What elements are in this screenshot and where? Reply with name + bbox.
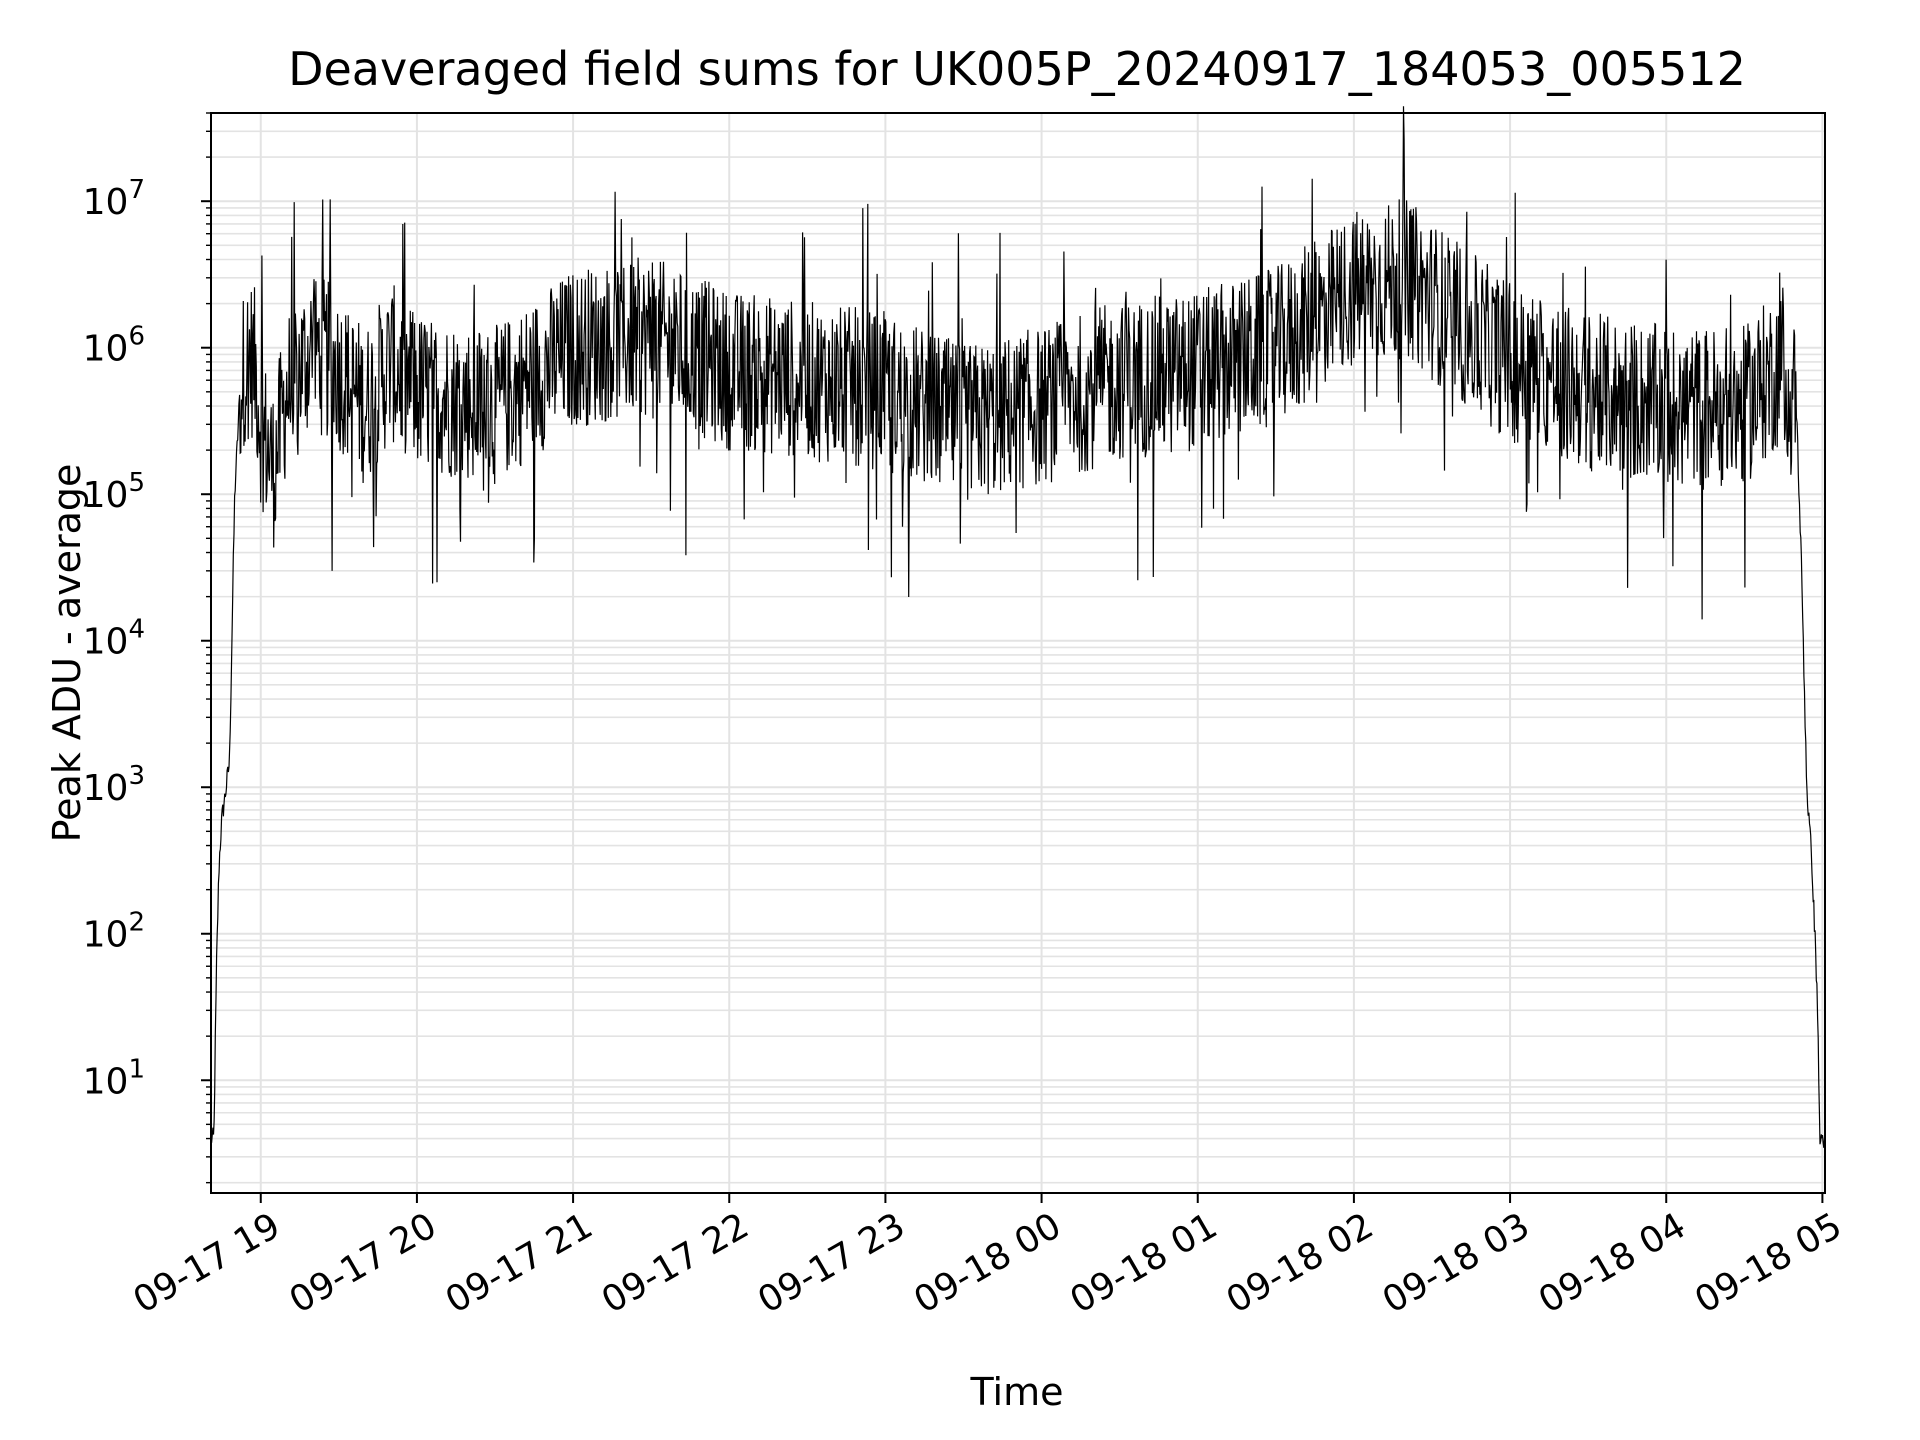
y-tick-label: 101	[83, 1054, 145, 1102]
chart-title: Deaveraged field sums for UK005P_2024091…	[288, 42, 1746, 96]
plot-frame	[210, 112, 1826, 1194]
y-tick-label: 107	[83, 175, 145, 223]
x-axis-label: Time	[970, 1370, 1064, 1414]
series-line	[210, 106, 1826, 1148]
grid	[211, 112, 1825, 1193]
series-layer	[210, 106, 1826, 1148]
y-tick-label: 102	[83, 908, 145, 956]
y-axis-label: Peak ADU - average	[45, 464, 89, 843]
y-tick-label: 104	[83, 615, 145, 663]
